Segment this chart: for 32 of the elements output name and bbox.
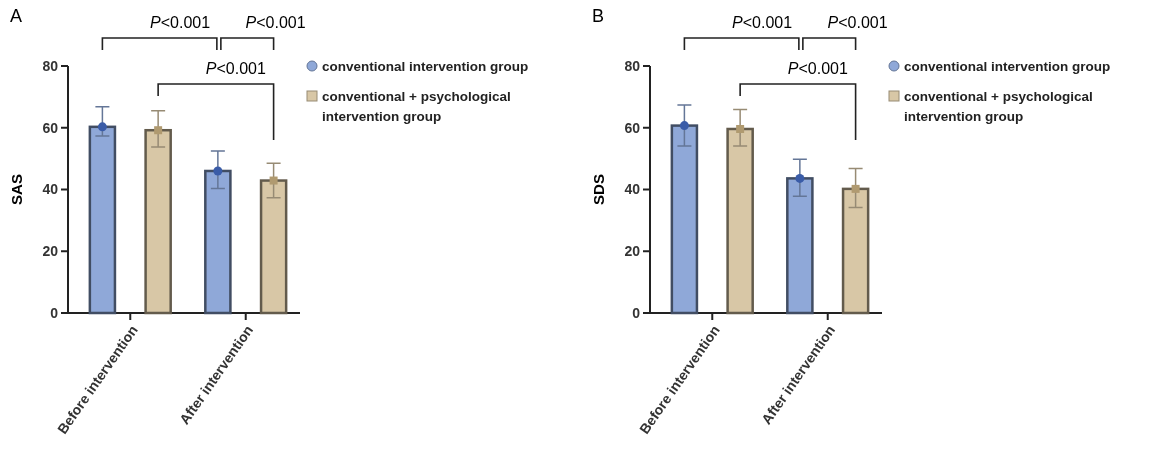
- chart-title: B: [592, 6, 605, 26]
- text: P<0.001: [245, 14, 306, 31]
- text: P<0.001: [827, 14, 888, 31]
- y-axis-title: SDS: [590, 174, 607, 205]
- y-tick-label: 60: [624, 119, 641, 136]
- y-tick-label: 20: [624, 243, 641, 260]
- y-tick-label: 0: [632, 304, 641, 321]
- bar: [670, 124, 699, 315]
- annotation: P<0.001: [787, 60, 848, 77]
- legend-label: conventional intervention group: [322, 58, 529, 74]
- legend-label: conventional intervention group: [904, 58, 1111, 74]
- y-tick-label: 40: [624, 181, 641, 198]
- y-tick-label: 80: [42, 57, 59, 74]
- legend-label: conventional + psychological intervention group: [904, 88, 1093, 124]
- bar: [841, 187, 870, 315]
- annotation: P<0.001: [205, 60, 266, 77]
- y-tick-label: 60: [42, 119, 59, 136]
- y-tick-label: 40: [42, 181, 59, 198]
- text: P<0.001: [732, 14, 793, 31]
- bar: [144, 128, 172, 315]
- y-tick-label: 80: [624, 57, 641, 74]
- chart-title: A: [10, 6, 23, 26]
- y-axis-title: SAS: [8, 174, 25, 205]
- legend-label: conventional + psychological intervention group: [322, 88, 511, 124]
- bar: [204, 169, 232, 315]
- y-tick-label: 20: [42, 243, 59, 260]
- text: P<0.001: [150, 14, 211, 31]
- bar: [786, 177, 814, 315]
- bar: [259, 179, 288, 315]
- bar: [726, 127, 754, 315]
- bar: [88, 125, 117, 315]
- y-tick-label: 0: [50, 304, 59, 321]
